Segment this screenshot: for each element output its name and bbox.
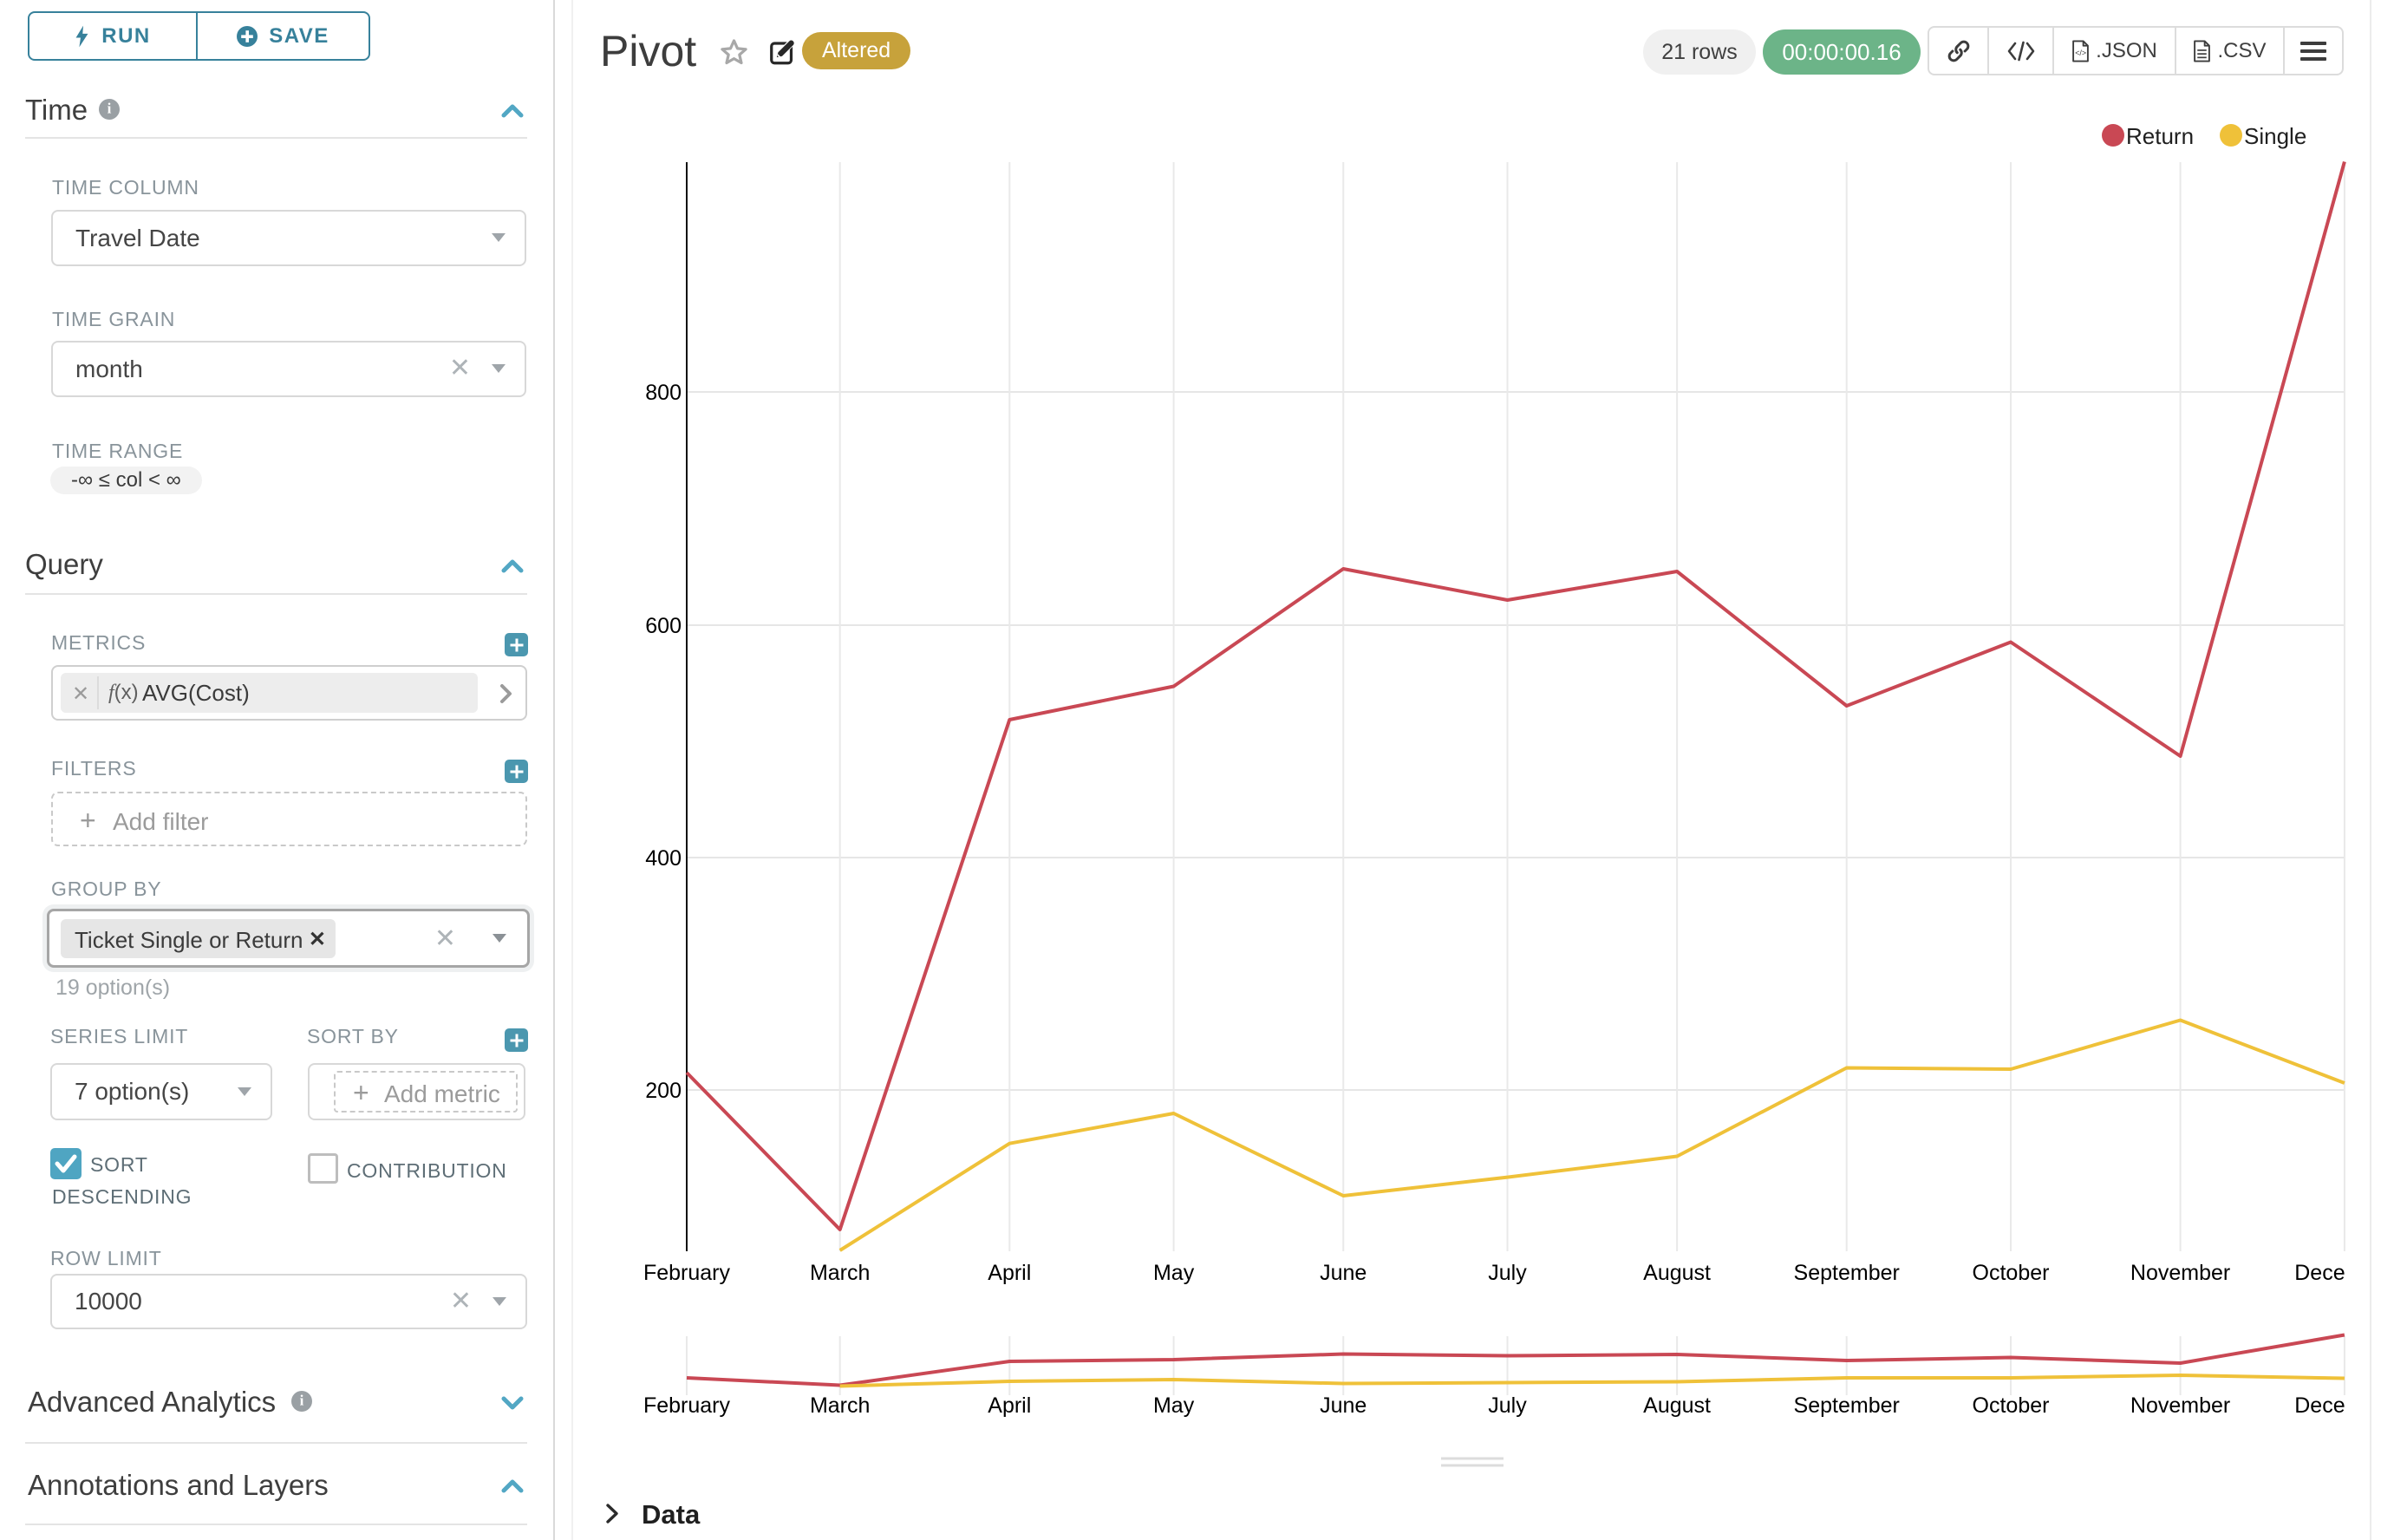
svg-text:800: 800 [645, 381, 682, 405]
svg-text:June: June [1320, 1393, 1367, 1418]
svg-text:December: December [2294, 1261, 2381, 1285]
svg-text:February: February [643, 1261, 731, 1285]
svg-text:August: August [1643, 1393, 1711, 1418]
svg-text:April: April [988, 1393, 1031, 1418]
svg-text:July: July [1488, 1261, 1527, 1285]
svg-text:October: October [1973, 1393, 2050, 1418]
svg-text:August: August [1643, 1261, 1711, 1285]
svg-text:May: May [1153, 1393, 1195, 1418]
svg-text:200: 200 [645, 1079, 682, 1103]
svg-text:February: February [643, 1393, 731, 1418]
svg-text:June: June [1320, 1261, 1367, 1285]
svg-text:600: 600 [645, 614, 682, 638]
svg-text:April: April [988, 1261, 1031, 1285]
svg-text:December: December [2294, 1393, 2381, 1418]
svg-text:September: September [1794, 1393, 1900, 1418]
svg-text:November: November [2130, 1261, 2230, 1285]
svg-text:March: March [810, 1261, 870, 1285]
svg-text:</>: </> [2075, 49, 2086, 57]
svg-text:October: October [1973, 1261, 2050, 1285]
svg-text:Single: Single [2244, 123, 2306, 149]
svg-text:September: September [1794, 1261, 1900, 1285]
svg-text:May: May [1153, 1261, 1195, 1285]
svg-text:Return: Return [2126, 123, 2194, 149]
svg-text:July: July [1488, 1393, 1527, 1418]
svg-text:400: 400 [645, 846, 682, 871]
svg-text:March: March [810, 1393, 870, 1418]
svg-text:November: November [2130, 1393, 2230, 1418]
